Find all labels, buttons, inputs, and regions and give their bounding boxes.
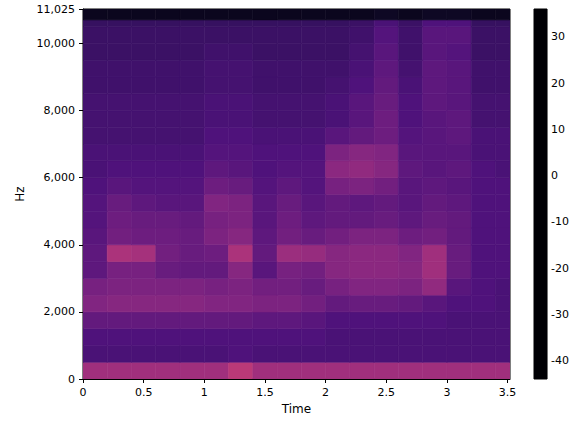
svg-text:6,000: 6,000 [44, 171, 76, 184]
svg-text:2.5: 2.5 [378, 386, 396, 399]
svg-text:3: 3 [443, 386, 450, 399]
svg-text:30: 30 [551, 30, 565, 43]
svg-text:11,025: 11,025 [37, 3, 76, 16]
svg-text:1.5: 1.5 [256, 386, 274, 399]
svg-text:10,000: 10,000 [37, 37, 76, 50]
svg-text:0.5: 0.5 [135, 386, 153, 399]
svg-text:-20: -20 [551, 262, 569, 275]
svg-text:0: 0 [80, 386, 87, 399]
svg-text:2,000: 2,000 [44, 305, 76, 318]
svg-text:4,000: 4,000 [44, 238, 76, 251]
svg-text:2: 2 [322, 386, 329, 399]
svg-text:8,000: 8,000 [44, 104, 76, 117]
svg-text:Time: Time [281, 402, 311, 416]
svg-text:0: 0 [68, 373, 75, 386]
svg-text:1: 1 [201, 386, 208, 399]
svg-text:-40: -40 [551, 354, 569, 367]
svg-text:20: 20 [551, 77, 565, 90]
svg-text:10: 10 [551, 123, 565, 136]
svg-text:3.5: 3.5 [499, 386, 517, 399]
svg-text:Hz: Hz [13, 186, 27, 201]
svg-text:0: 0 [551, 169, 558, 182]
svg-text:-30: -30 [551, 308, 569, 321]
svg-text:-10: -10 [551, 215, 569, 228]
